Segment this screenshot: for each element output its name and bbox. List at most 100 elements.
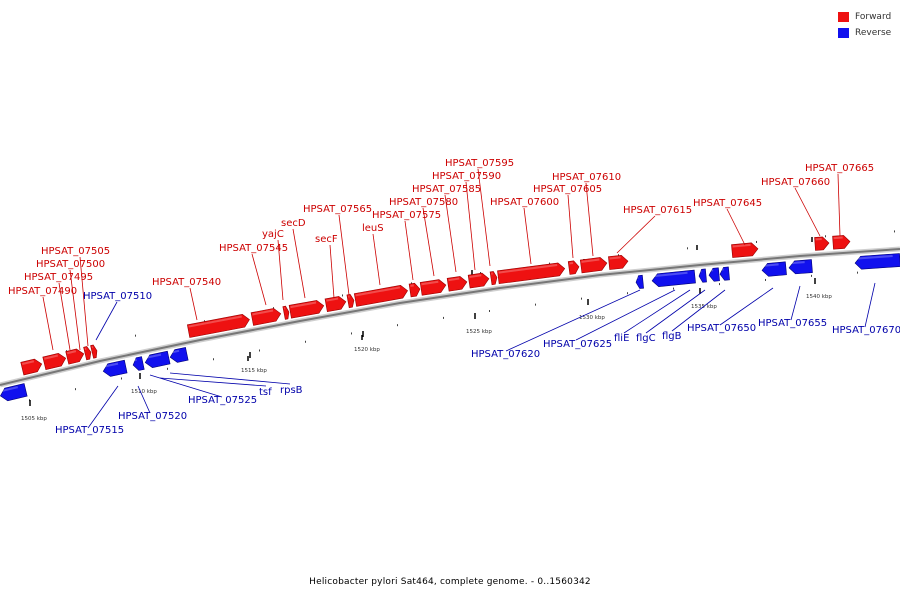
forward-label-12: HPSAT_07580 bbox=[389, 197, 458, 208]
forward-gene-1-highlight bbox=[43, 354, 59, 360]
forward-gene-22-highlight bbox=[815, 237, 822, 241]
forward-gene-11-highlight bbox=[355, 286, 401, 297]
minor-tick-lower bbox=[213, 358, 214, 361]
forward-gene-4 bbox=[90, 344, 98, 359]
forward-gene-18-arrow bbox=[567, 260, 580, 275]
reverse-label-5: rpsB bbox=[280, 385, 303, 396]
reverse-gene-1 bbox=[102, 359, 128, 377]
reverse-gene-2-arrow bbox=[132, 356, 145, 371]
reverse-gene-7-highlight bbox=[699, 270, 702, 273]
forward-gene-18-highlight bbox=[569, 261, 574, 265]
forward-gene-7-highlight bbox=[283, 307, 286, 310]
forward-gene-13 bbox=[419, 279, 447, 296]
forward-gene-16 bbox=[489, 271, 498, 286]
forward-gene-2-highlight bbox=[66, 350, 77, 355]
forward-gene-12-highlight bbox=[410, 284, 414, 287]
forward-label-4-leader bbox=[189, 287, 198, 321]
minor-tick-lower bbox=[857, 271, 858, 274]
forward-gene-5-arrow bbox=[186, 314, 250, 338]
forward-gene-11-arrow bbox=[353, 284, 408, 307]
forward-label-21-leader bbox=[794, 187, 821, 237]
forward-label-1-leader bbox=[58, 282, 71, 351]
forward-gene-1-arrow bbox=[42, 352, 67, 371]
forward-gene-9 bbox=[324, 296, 347, 313]
legend-reverse-label: Reverse bbox=[855, 27, 892, 38]
reverse-gene-10-highlight bbox=[762, 263, 779, 267]
reverse-gene-0-arrow bbox=[0, 383, 28, 402]
reverse-gene-7 bbox=[698, 268, 707, 283]
reverse-gene-11-arrow bbox=[788, 259, 813, 275]
forward-gene-8-arrow bbox=[288, 300, 325, 319]
genome-backbone bbox=[0, 248, 900, 386]
forward-gene-5 bbox=[186, 314, 250, 338]
forward-gene-0-highlight bbox=[21, 360, 35, 366]
reverse-label-0: HPSAT_07510 bbox=[83, 291, 152, 302]
legend-reverse: Reverse bbox=[838, 25, 891, 40]
minor-tick-lower bbox=[627, 292, 628, 295]
reverse-label-6: HPSAT_07620 bbox=[471, 349, 540, 360]
forward-gene-15-highlight bbox=[469, 274, 482, 279]
forward-gene-8 bbox=[288, 300, 325, 319]
reverse-gene-12 bbox=[854, 253, 900, 270]
reverse-label-3: HPSAT_07525 bbox=[188, 395, 257, 406]
reverse-gene-8-highlight bbox=[709, 269, 714, 272]
reverse-gene-11 bbox=[788, 259, 813, 275]
forward-gene-13-highlight bbox=[421, 280, 439, 286]
reverse-gene-10 bbox=[761, 261, 787, 277]
forward-gene-16-arrow bbox=[489, 271, 498, 286]
forward-gene-23-highlight bbox=[833, 236, 843, 240]
minor-tick-upper bbox=[480, 272, 481, 274]
minor-tick-lower bbox=[719, 283, 720, 286]
reverse-gene-4 bbox=[169, 347, 189, 363]
minor-tick-upper bbox=[411, 282, 412, 285]
reverse-gene-4-arrow bbox=[169, 347, 189, 363]
forward-gene-23-arrow bbox=[832, 235, 851, 250]
forward-gene-3-highlight bbox=[84, 347, 87, 350]
reverse-gene-6-highlight bbox=[652, 271, 688, 278]
forward-gene-6-highlight bbox=[252, 309, 274, 316]
forward-gene-10-arrow bbox=[346, 294, 355, 309]
forward-label-17-leader bbox=[567, 194, 574, 259]
forward-gene-3 bbox=[83, 346, 92, 361]
forward-gene-20 bbox=[608, 255, 629, 270]
forward-label-18: HPSAT_07610 bbox=[552, 172, 621, 183]
forward-label-3-leader bbox=[79, 256, 89, 347]
forward-swatch bbox=[838, 11, 849, 22]
reverse-label-8: fliE bbox=[614, 333, 629, 344]
kbp-tick-label: 1535 kbp bbox=[691, 304, 717, 310]
reverse-gene-1-highlight bbox=[103, 362, 119, 368]
forward-label-11-leader bbox=[404, 220, 414, 281]
reverse-label-0-leader bbox=[95, 301, 118, 341]
reverse-gene-3-highlight bbox=[145, 353, 162, 359]
forward-label-22: HPSAT_07665 bbox=[805, 163, 874, 174]
forward-label-16-leader bbox=[523, 207, 532, 265]
forward-gene-11 bbox=[353, 284, 408, 307]
minor-tick-upper bbox=[894, 230, 895, 233]
forward-gene-23 bbox=[832, 235, 851, 250]
reverse-gene-12-highlight bbox=[855, 255, 893, 260]
forward-label-8: secF bbox=[315, 234, 338, 245]
forward-gene-22 bbox=[814, 236, 830, 251]
forward-gene-12 bbox=[408, 282, 421, 298]
genome-caption: Helicobacter pylori Sat464, complete gen… bbox=[309, 577, 591, 587]
minor-tick-upper bbox=[687, 247, 688, 250]
reverse-gene-0 bbox=[0, 383, 28, 402]
forward-gene-14 bbox=[446, 276, 468, 292]
minor-tick-lower bbox=[489, 310, 490, 312]
reverse-gene-4-highlight bbox=[170, 349, 180, 354]
forward-label-2-leader bbox=[69, 269, 81, 351]
kbp-tick-label: 1520 kbp bbox=[354, 347, 380, 353]
forward-label-20: HPSAT_07645 bbox=[693, 198, 762, 209]
forward-gene-7 bbox=[282, 305, 290, 320]
forward-label-5-leader bbox=[251, 253, 267, 306]
forward-gene-17-highlight bbox=[498, 264, 558, 274]
minor-tick-upper bbox=[135, 334, 136, 337]
reverse-label-10-leader bbox=[671, 289, 726, 332]
reverse-label-4: tsf bbox=[259, 387, 272, 398]
forward-gene-17-arrow bbox=[497, 262, 566, 285]
forward-label-7-leader bbox=[292, 228, 306, 299]
forward-gene-17 bbox=[497, 262, 566, 285]
reverse-gene-2-highlight bbox=[132, 358, 137, 362]
forward-gene-6-arrow bbox=[250, 308, 282, 326]
